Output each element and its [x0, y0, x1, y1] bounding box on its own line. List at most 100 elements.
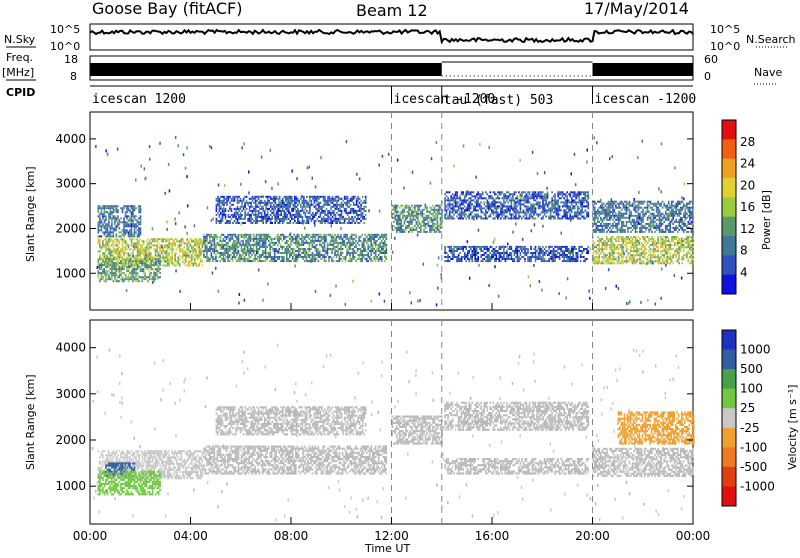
heatmap-cell [256, 214, 258, 216]
heatmap-cell [144, 276, 146, 278]
heatmap-cell [304, 238, 306, 240]
heatmap-cell [376, 250, 378, 252]
heatmap-cell [321, 220, 323, 222]
heatmap-cell [533, 214, 535, 216]
heatmap-cell [303, 210, 305, 212]
heatmap-cell [488, 201, 490, 203]
heatmap-cell [490, 246, 492, 248]
heatmap-cell [197, 244, 199, 246]
heatmap-cell [338, 198, 340, 200]
heatmap-cell [263, 260, 265, 262]
heatmap-cell [542, 246, 544, 248]
heatmap-cell [108, 217, 110, 219]
heatmap-cell [348, 206, 350, 208]
heatmap-cell [312, 234, 314, 236]
heatmap-cell [266, 256, 268, 258]
heatmap-cell [211, 234, 213, 236]
heatmap-cell [515, 207, 517, 209]
heatmap-cell [123, 255, 125, 257]
heatmap-cell [114, 252, 116, 254]
heatmap-cell [235, 196, 237, 198]
heatmap-cell [384, 254, 386, 256]
heatmap-cell [529, 260, 531, 262]
heatmap-cell [586, 205, 588, 207]
heatmap-cell [150, 272, 152, 274]
heatmap-cell [134, 278, 136, 280]
heatmap-cell [458, 207, 460, 209]
heatmap-cell [365, 200, 367, 202]
heatmap-cell [177, 259, 179, 261]
heatmap-cell [571, 197, 573, 199]
heatmap-cell [153, 259, 155, 261]
heatmap-cell [468, 209, 470, 211]
heatmap-cell [143, 250, 145, 252]
heatmap-cell [248, 248, 250, 250]
heatmap-cell [236, 242, 238, 244]
heatmap-cell [470, 197, 472, 199]
heatmap-cell [363, 248, 365, 250]
heatmap-cell [401, 229, 403, 231]
heatmap-cell [331, 260, 333, 262]
heatmap-cell [114, 227, 116, 229]
heatmap-cell [258, 216, 260, 218]
heatmap-cell [146, 246, 148, 248]
heatmap-cell [203, 256, 205, 258]
heatmap-cell [384, 246, 386, 248]
heatmap-cell [255, 210, 257, 212]
heatmap-cell [384, 256, 386, 258]
heatmap-cell [108, 244, 110, 246]
heatmap-cell [239, 234, 241, 236]
heatmap-cell [284, 218, 286, 220]
heatmap-cell [419, 227, 421, 229]
heatmap-cell [474, 250, 476, 252]
heatmap-cell [226, 238, 228, 240]
heatmap-cell [514, 193, 516, 195]
heatmap-cell [563, 205, 565, 207]
heatmap-cell [357, 198, 359, 200]
heatmap-cell [307, 254, 309, 256]
heatmap-cell [146, 276, 148, 278]
heatmap-cell [453, 246, 455, 248]
heatmap-cell [140, 255, 142, 257]
heatmap-cell [568, 250, 570, 252]
heatmap-cell [351, 244, 353, 246]
heatmap-cell [559, 258, 561, 260]
heatmap-cell [315, 198, 317, 200]
heatmap-cell [101, 221, 103, 223]
heatmap-cell [105, 219, 107, 221]
heatmap-cell [523, 248, 525, 250]
heatmap-cell [325, 260, 327, 262]
heatmap-cell [238, 218, 240, 220]
heatmap-cell [511, 207, 513, 209]
heatmap-cell [300, 204, 302, 206]
heatmap-cell [101, 235, 103, 237]
heatmap-cell [550, 207, 552, 209]
heatmap-cell [553, 211, 555, 213]
heatmap-cell [137, 242, 139, 244]
heatmap-cell [131, 215, 133, 217]
heatmap-cell [359, 202, 361, 204]
heatmap-cell [128, 223, 130, 225]
heatmap-cell [244, 216, 246, 218]
heatmap-cell [156, 274, 158, 276]
heatmap-cell [571, 256, 573, 258]
heatmap-cell [532, 205, 534, 207]
heatmap-cell [585, 199, 587, 201]
heatmap-cell [260, 236, 262, 238]
heatmap-cell [417, 207, 419, 209]
heatmap-cell [267, 200, 269, 202]
heatmap-cell [417, 231, 419, 233]
heatmap-cell [101, 246, 103, 248]
heatmap-cell [551, 205, 553, 207]
heatmap-cell [344, 208, 346, 210]
heatmap-cell [541, 260, 543, 262]
heatmap-cell [404, 229, 406, 231]
heatmap-cell [131, 227, 133, 229]
heatmap-cell [241, 254, 243, 256]
heatmap-cell [450, 252, 452, 254]
heatmap-cell [319, 234, 321, 236]
heatmap-cell [129, 223, 131, 225]
heatmap-cell [132, 270, 134, 272]
heatmap-cell [551, 254, 553, 256]
heatmap-cell [215, 254, 217, 256]
